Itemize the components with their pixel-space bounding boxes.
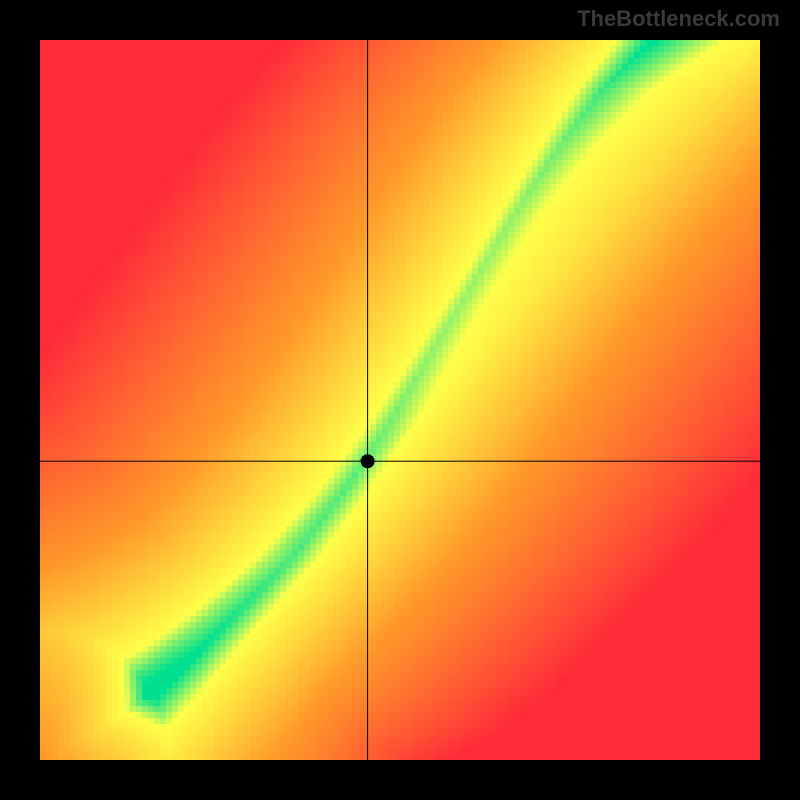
chart-container: TheBottleneck.com [0,0,800,800]
watermark-text: TheBottleneck.com [577,6,780,32]
heatmap-canvas [40,40,760,760]
heatmap-plot [40,40,760,760]
